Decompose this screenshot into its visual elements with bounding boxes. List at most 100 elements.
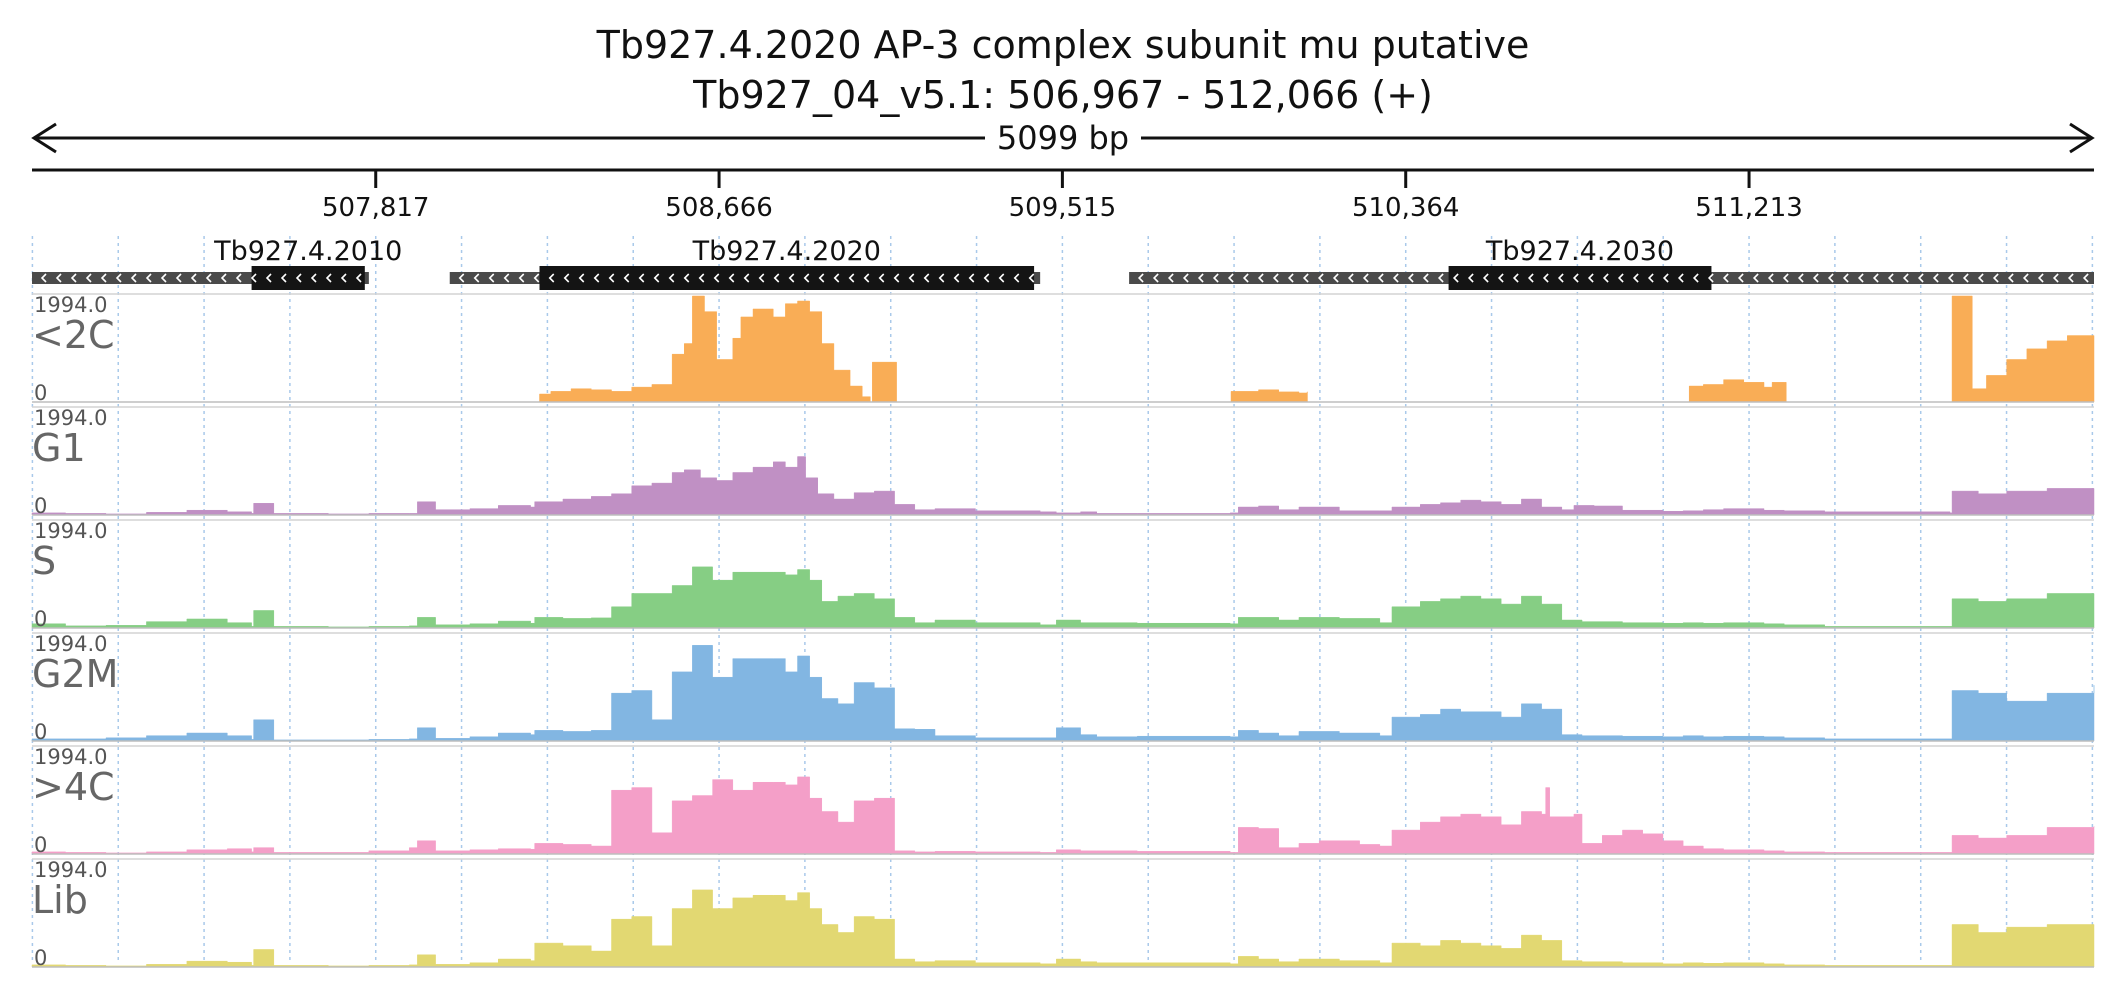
coverage-track: 1994.0 0 G2M: [31, 632, 2095, 744]
strand-arrow: [1467, 273, 1474, 283]
strand-arrow: [938, 273, 945, 283]
strand-arrow: [1167, 273, 1174, 283]
strand-arrow: [2007, 273, 2014, 283]
strand-arrow: [1028, 273, 1035, 283]
strand-arrow: [728, 273, 735, 283]
coverage-area: [31, 456, 2095, 516]
track-ymin-label: 0: [34, 833, 47, 857]
strand-arrow: [1662, 273, 1669, 283]
track-name-label: <2C: [32, 313, 115, 357]
strand-arrow: [1827, 273, 1834, 283]
strand-arrow: [1692, 273, 1699, 283]
strand-arrow: [1437, 273, 1444, 283]
strand-arrow: [908, 273, 915, 283]
strand-arrow: [1242, 273, 1249, 283]
strand-arrow: [968, 273, 975, 283]
track-name-label: G1: [32, 426, 86, 470]
strand-arrow: [1302, 273, 1309, 283]
coordinate-tick-label: 509,515: [1009, 193, 1117, 223]
strand-arrow: [848, 273, 855, 283]
strand-arrow: [1647, 273, 1654, 283]
strand-arrow: [2082, 273, 2089, 283]
strand-arrow: [1947, 273, 1954, 283]
strand-arrow: [250, 273, 257, 283]
strand-arrow: [295, 273, 302, 283]
strand-arrow: [578, 273, 585, 283]
gene-feature[interactable]: Tb927.4.2010: [32, 236, 402, 290]
strand-arrow: [190, 273, 197, 283]
strand-arrow: [340, 273, 347, 283]
strand-arrow: [1317, 273, 1324, 283]
strand-arrow: [100, 273, 107, 283]
strand-arrow: [1902, 273, 1909, 283]
strand-arrow: [1347, 273, 1354, 283]
strand-arrow: [130, 273, 137, 283]
span-length-label: 5099 bp: [997, 119, 1129, 157]
strand-arrow: [1752, 273, 1759, 283]
coverage-track: 1994.0 0 Lib: [31, 858, 2095, 970]
strand-arrow: [473, 273, 480, 283]
strand-arrow: [1422, 273, 1429, 283]
coverage-area: [31, 776, 2095, 855]
strand-arrow: [1797, 273, 1804, 283]
coordinate-tick-label: 511,213: [1695, 193, 1803, 223]
strand-arrow: [1407, 273, 1414, 283]
strand-arrow: [803, 273, 810, 283]
strand-arrow: [1767, 273, 1774, 283]
strand-arrow: [548, 273, 555, 283]
coverage-track: 1994.0 0 <2C: [32, 293, 2095, 405]
strand-arrow: [998, 273, 1005, 283]
strand-arrow: [145, 273, 152, 283]
strand-arrow: [758, 273, 765, 283]
coordinate-ticks: 507,817 508,666 509,515 510,364 511,213: [322, 170, 1803, 223]
chart-title: Tb927.4.2020 AP-3 complex subunit mu put…: [596, 23, 1530, 67]
strand-arrow: [533, 273, 540, 283]
strand-arrow: [310, 273, 317, 283]
strand-arrow: [653, 273, 660, 283]
strand-arrow: [1602, 273, 1609, 283]
strand-arrow: [953, 273, 960, 283]
strand-arrow: [638, 273, 645, 283]
track-name-label: >4C: [32, 765, 115, 809]
gene-feature[interactable]: Tb927.4.2020: [449, 236, 1041, 290]
strand-arrow: [1332, 273, 1339, 283]
gene-feature[interactable]: Tb927.4.2030: [1129, 236, 2094, 290]
strand-arrow: [608, 273, 615, 283]
strand-arrow: [1272, 273, 1279, 283]
strand-arrow: [1362, 273, 1369, 283]
strand-arrow: [1152, 273, 1159, 283]
strand-arrow: [773, 273, 780, 283]
strand-arrow: [488, 273, 495, 283]
strand-arrow: [265, 273, 272, 283]
strand-arrow: [818, 273, 825, 283]
track-ymin-label: 0: [34, 381, 47, 405]
track-ymin-label: 0: [34, 946, 47, 970]
strand-arrow: [1257, 273, 1264, 283]
strand-arrow: [235, 273, 242, 283]
strand-arrow: [1872, 273, 1879, 283]
strand-arrow: [2022, 273, 2029, 283]
coverage-area: [539, 295, 2095, 403]
coverage-area: [31, 566, 2095, 629]
strand-arrow: [503, 273, 510, 283]
strand-arrow: [1737, 273, 1744, 283]
strand-arrow: [1137, 273, 1144, 283]
strand-arrow: [1227, 273, 1234, 283]
track-ymin-label: 0: [34, 720, 47, 744]
strand-arrow: [1512, 273, 1519, 283]
gene-annotation-track: Tb927.4.2010 Tb927.4.2020 Tb927.4.2030: [32, 236, 2094, 290]
gene-label: Tb927.4.2020: [692, 236, 881, 267]
track-ymax-label: 1994.0: [34, 745, 107, 769]
strand-arrow: [1527, 273, 1534, 283]
strand-arrow: [1377, 273, 1384, 283]
strand-arrow: [893, 273, 900, 283]
strand-arrow: [1182, 273, 1189, 283]
strand-arrow: [1962, 273, 1969, 283]
strand-arrow: [1722, 273, 1729, 283]
coverage-track: 1994.0 0 G1: [31, 406, 2095, 518]
strand-arrow: [1557, 273, 1564, 283]
strand-arrow: [518, 273, 525, 283]
strand-arrow: [1707, 273, 1714, 283]
strand-arrow: [1212, 273, 1219, 283]
